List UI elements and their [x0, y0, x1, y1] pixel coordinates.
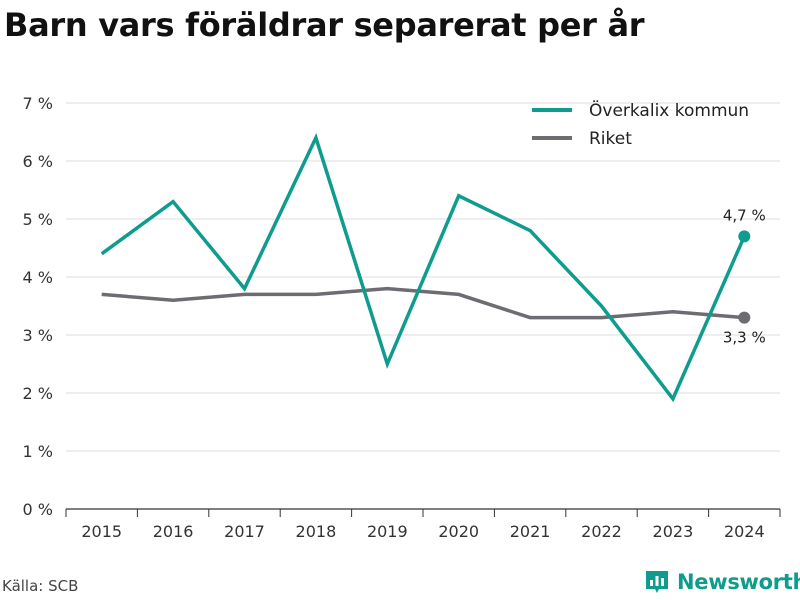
- brand-name: Newsworthy: [677, 570, 800, 594]
- legend-label: Överkalix kommun: [589, 99, 749, 121]
- x-tick-label: 2022: [581, 522, 622, 541]
- y-tick-label: 2 %: [23, 384, 53, 403]
- x-tick-label: 2015: [81, 522, 122, 541]
- x-tick-label: 2023: [653, 522, 694, 541]
- bar-chart-icon: [644, 569, 670, 595]
- y-tick-label: 4 %: [23, 268, 53, 287]
- end-value-label: 3,3 %: [723, 329, 766, 347]
- page-title: Barn vars föräldrar separerat per år: [4, 6, 645, 44]
- y-tick-label: 5 %: [23, 210, 53, 229]
- legend-label: Riket: [589, 129, 632, 149]
- y-tick-label: 7 %: [23, 94, 53, 113]
- series-line: [100, 133, 746, 403]
- y-tick-label: 6 %: [23, 152, 53, 171]
- x-tick-label: 2021: [510, 522, 551, 541]
- y-tick-label: 1 %: [23, 442, 53, 461]
- end-point-marker: [738, 230, 751, 243]
- series-line: [101, 286, 745, 320]
- source-text: Källa: SCB: [2, 577, 79, 595]
- x-tick-label: 2018: [296, 522, 337, 541]
- x-tick-label: 2017: [224, 522, 265, 541]
- x-tick-label: 2019: [367, 522, 408, 541]
- x-tick-label: 2024: [724, 522, 765, 541]
- x-tick-label: 2020: [438, 522, 479, 541]
- y-tick-label: 0 %: [23, 500, 53, 519]
- brand-logo: Newsworthy: [644, 569, 800, 595]
- end-point-marker: [738, 311, 751, 324]
- x-tick-label: 2016: [153, 522, 194, 541]
- y-tick-label: 3 %: [23, 326, 53, 345]
- end-value-label: 4,7 %: [723, 206, 766, 224]
